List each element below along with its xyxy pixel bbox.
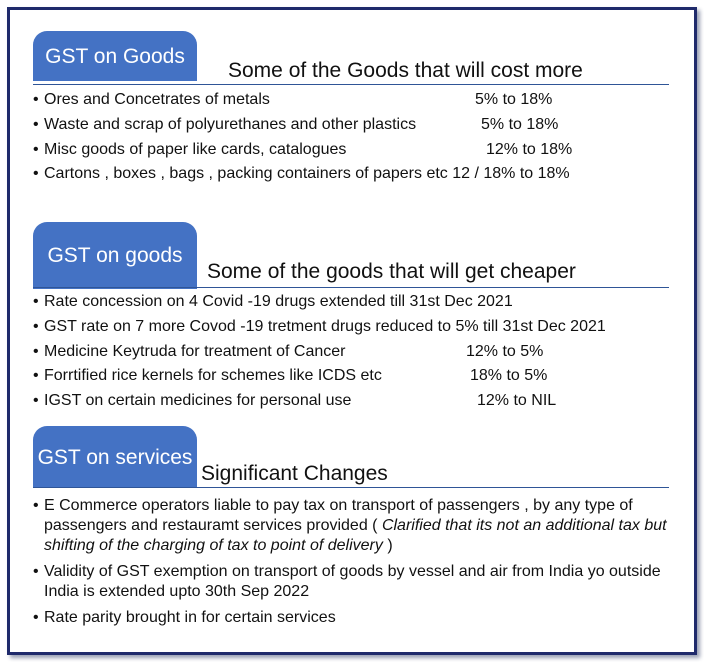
divider (33, 84, 669, 85)
bullet-icon: • (33, 318, 39, 335)
slide-frame (7, 7, 697, 655)
rate-value: 12% to 18% (486, 141, 573, 158)
tab-label: GST on Goods (45, 44, 185, 68)
tab-gst-on-goods-cheaper: GST on goods (33, 222, 197, 289)
rate-value: 12% to NIL (477, 392, 557, 409)
list-item: • Rate concession on 4 Covid -19 drugs ex… (33, 293, 513, 310)
list-item: • Waste and scrap of polyurethanes and ot… (33, 116, 417, 133)
bullet-icon: • (33, 343, 39, 360)
bullet-icon: • (33, 367, 39, 384)
list-item: • IGST on certain medicines for personal … (33, 392, 352, 409)
tab-gst-on-goods: GST on Goods (33, 31, 197, 81)
section-heading: Some of the Goods that will cost more (228, 59, 583, 82)
bullet-icon: • (33, 141, 39, 158)
bullet-icon: • (33, 497, 39, 514)
list-item: • Cartons , boxes , bags , packing contai… (33, 165, 570, 182)
list-item: • Medicine Keytruda for treatment of Canc… (33, 343, 346, 360)
bullet-icon: • (33, 392, 39, 409)
tab-label: GST on services (37, 445, 193, 469)
bullet-icon: • (33, 91, 39, 108)
rate-value: 18% to 5% (470, 367, 548, 384)
list-item: • E Commerce operators liable to pay tax… (33, 497, 667, 554)
rate-value: 5% to 18% (475, 91, 553, 108)
divider (33, 287, 669, 288)
section-heading: Significant Changes (201, 462, 388, 485)
bullet-icon: • (33, 116, 39, 133)
bullet-icon: • (33, 609, 39, 626)
divider (33, 487, 669, 488)
list-item: • GST rate on 7 more Covod -19 tretment d… (33, 318, 606, 335)
list-item: • Misc goods of paper like cards, catalog… (33, 141, 347, 158)
tab-label: GST on goods (47, 244, 183, 267)
rate-value: 12% to 5% (466, 343, 544, 360)
list-item: • Ores and Concetrates of metals (33, 91, 270, 108)
bullet-icon: • (33, 165, 39, 182)
bullet-icon: • (33, 293, 39, 310)
tab-gst-on-services: GST on services (33, 426, 197, 488)
bullet-icon: • (33, 563, 39, 580)
list-item: • Rate parity brought in for certain ser… (33, 609, 336, 626)
section-heading: Some of the goods that will get cheaper (207, 260, 576, 283)
list-item: • Forrtified rice kernels for schemes lik… (33, 367, 382, 384)
rate-value: 5% to 18% (481, 116, 559, 133)
list-item: • Validity of GST exemption on transport… (33, 563, 661, 600)
